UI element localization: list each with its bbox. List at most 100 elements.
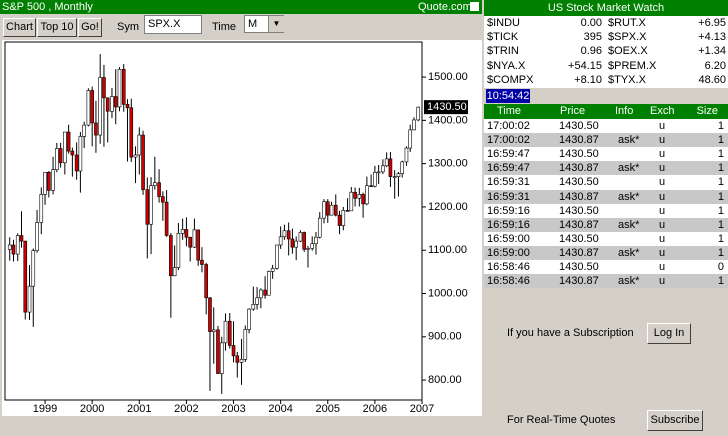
trade-cell: 1430.50: [559, 261, 599, 273]
candle-body: [39, 194, 44, 223]
candle-body: [400, 161, 405, 174]
candle-body: [78, 136, 83, 172]
trade-cell: u: [659, 120, 666, 132]
candle-body: [200, 259, 204, 265]
candle-body: [290, 238, 295, 248]
go-button[interactable]: Go!: [78, 18, 102, 37]
candle-body: [361, 194, 365, 205]
y-tick-label: 1000.00: [428, 287, 468, 299]
trade-cell: 17:00:02: [487, 120, 530, 132]
candle-body: [223, 320, 228, 344]
candle-body: [286, 230, 291, 240]
candle-body: [98, 77, 102, 136]
candle-body: [192, 229, 197, 248]
subscribe-button[interactable]: Subscribe: [647, 410, 703, 431]
dropdown-arrow[interactable]: ▼: [268, 16, 284, 32]
candle-body: [353, 191, 357, 199]
login-text: If you have a Subscription: [507, 327, 634, 339]
candle-body: [259, 289, 263, 299]
candle-body: [337, 214, 342, 226]
trade-cell: 1430.87: [559, 218, 599, 231]
trade-cell: 1430.87: [559, 134, 599, 147]
trade-cell: u: [659, 134, 666, 147]
candle-body: [341, 210, 346, 226]
candle-body: [82, 124, 86, 137]
trade-cell: ask*: [618, 162, 640, 175]
candle-body: [133, 154, 138, 158]
chart-button[interactable]: Chart: [3, 18, 36, 37]
subscribe-text: For Real-Time Quotes: [507, 414, 616, 426]
index-name: $TRIN: [487, 45, 519, 58]
candle-body: [251, 304, 256, 310]
trade-cell: u: [659, 204, 666, 217]
trade-cell: u: [659, 190, 666, 203]
candle-body: [169, 235, 173, 277]
trade-row: [484, 217, 728, 232]
trade-cell: u: [659, 261, 666, 273]
trade-cell: 1: [717, 134, 724, 147]
trade-cell: 1430.50: [559, 176, 599, 189]
candle-body: [94, 122, 98, 136]
x-tick-label: 2003: [221, 403, 245, 415]
candle-body: [31, 250, 36, 287]
y-tick-label: 1300.00: [428, 158, 468, 170]
x-tick-label: 2005: [316, 403, 340, 415]
trade-row: [484, 274, 728, 289]
candle-body: [349, 191, 354, 212]
trade-cell: 16:59:16: [487, 218, 530, 231]
trade-row: [484, 260, 728, 274]
candle-body: [125, 104, 130, 109]
time-label: Time: [212, 21, 237, 33]
top10-button[interactable]: Top 10: [37, 18, 77, 37]
trade-cell: 1430.50: [559, 232, 599, 245]
candle-body: [294, 240, 298, 248]
trades-header: [484, 104, 728, 119]
y-tick-label: 1400.00: [428, 114, 468, 126]
candle-body: [19, 235, 24, 242]
column-header: Info: [615, 105, 634, 117]
candle-body: [317, 217, 322, 238]
candle-body: [90, 90, 94, 124]
candle-body: [216, 329, 220, 374]
trade-cell: 1: [717, 120, 724, 132]
candle-body: [176, 233, 181, 268]
chart-title: S&P 500 , Monthly: [2, 1, 93, 13]
index-change: +6.95: [698, 17, 726, 29]
candle-body: [117, 68, 122, 108]
candle-body: [270, 268, 275, 272]
trade-row: [484, 161, 728, 176]
candle-body: [227, 320, 232, 346]
candle-body: [66, 131, 71, 152]
login-button[interactable]: Log In: [647, 323, 691, 344]
candle-body: [345, 210, 350, 212]
candle-body: [333, 204, 338, 216]
candle-body: [27, 285, 32, 313]
candle-body: [102, 77, 106, 99]
candle-body: [7, 244, 12, 250]
candle-body: [408, 129, 413, 149]
index-change: 0.00: [580, 17, 602, 29]
candle-body: [396, 173, 401, 177]
candle-body: [384, 158, 389, 167]
index-name: $TICK: [487, 31, 519, 44]
x-tick-label: 2000: [80, 403, 104, 415]
candle-body: [164, 201, 169, 236]
candle-body: [211, 329, 216, 332]
candle-body: [129, 107, 134, 158]
sym-label: Sym: [117, 21, 139, 33]
candle-body: [55, 148, 59, 171]
candle-body: [267, 271, 271, 296]
candle-body: [35, 222, 39, 251]
symbol-input[interactable]: SPX.X: [144, 15, 202, 34]
trade-cell: 1430.50: [559, 120, 599, 132]
trade-row: [484, 119, 728, 133]
x-tick-label: 2007: [410, 403, 434, 415]
chart: 800.00 900.00 1000.00 1100.00 1200.00 1300.00…: [2, 40, 482, 416]
candle-body: [322, 201, 326, 219]
index-name: $COMPX: [487, 73, 534, 86]
y-tick-label: 1100.00: [428, 244, 467, 256]
candle-body: [302, 232, 307, 250]
candle-body: [369, 185, 373, 188]
plot-frame: [4, 41, 423, 401]
trade-cell: 1: [717, 162, 724, 175]
